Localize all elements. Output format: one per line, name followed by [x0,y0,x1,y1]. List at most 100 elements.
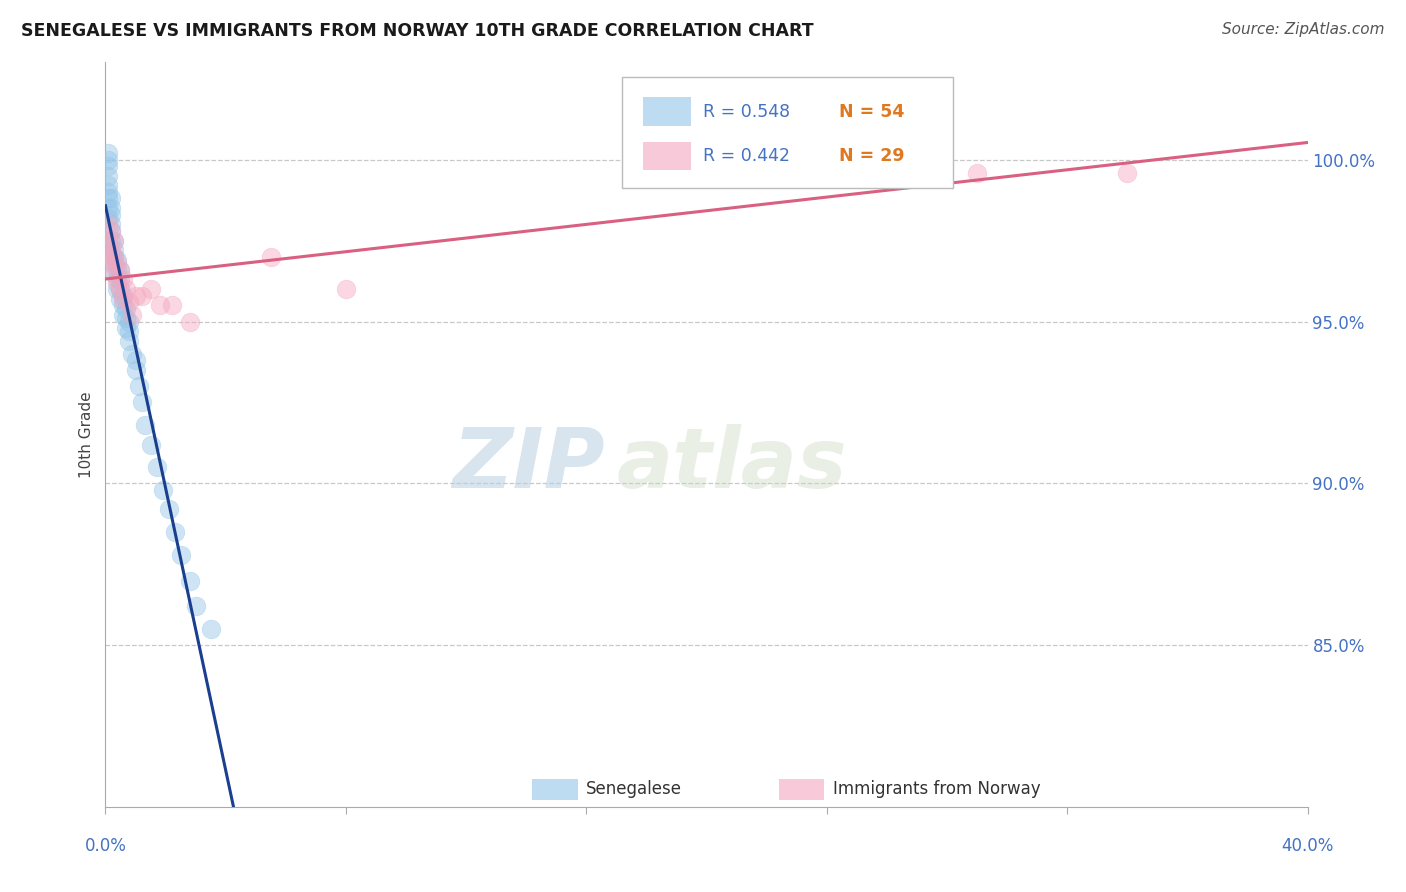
Point [115,282,138,296]
Point [131,288,153,302]
Text: R = 0.548: R = 0.548 [703,103,790,120]
Point [118,314,141,328]
Point [97,234,120,248]
Point [145,460,167,475]
Point [97,178,120,193]
Point [110,282,132,296]
Point [115,311,138,326]
Point [97,153,120,167]
Text: 0.0%: 0.0% [84,837,127,855]
Point [100,224,122,238]
Point [97,250,120,264]
Point [97,169,120,183]
Point [134,418,156,433]
Point [115,321,138,335]
Point [152,483,174,497]
Point [107,262,129,277]
Point [148,298,170,312]
Point [103,266,125,280]
Point [100,250,122,264]
Text: atlas: atlas [616,424,846,505]
Point [107,276,129,290]
Point [103,250,125,264]
Point [179,314,201,328]
Point [163,524,186,539]
Point [179,574,201,588]
Point [94,234,117,248]
Point [97,185,120,199]
Point [107,282,129,296]
Point [696,165,718,179]
Point [121,308,143,322]
Point [112,288,135,302]
Point [110,272,132,286]
Point [100,208,122,222]
Y-axis label: 10th Grade: 10th Grade [79,392,94,478]
Point [112,308,135,322]
Point [97,191,120,205]
Point [112,298,135,312]
Point [107,252,129,267]
Point [110,282,132,296]
Text: ZIP: ZIP [451,424,605,505]
Point [139,282,162,296]
Point [200,622,222,636]
Point [184,599,207,614]
Point [118,324,141,338]
Bar [533,779,578,800]
Point [110,292,132,306]
Point [97,211,120,225]
Point [107,256,129,270]
Point [124,363,146,377]
Point [110,262,132,277]
Text: Immigrants from Norway: Immigrants from Norway [832,780,1040,798]
Point [157,502,180,516]
Point [112,272,135,286]
Point [103,250,125,264]
Text: N = 29: N = 29 [839,147,904,165]
Point [103,266,125,280]
Point [103,234,125,248]
Point [100,201,122,215]
Point [124,353,146,368]
Point [100,191,122,205]
Point [100,218,122,232]
Bar [643,97,690,126]
Point [121,347,143,361]
Text: N = 54: N = 54 [839,103,904,120]
Point [100,256,122,270]
Bar [643,142,690,170]
Point [112,292,135,306]
Text: 40.0%: 40.0% [1281,837,1334,855]
Text: R = 0.442: R = 0.442 [703,147,790,165]
Point [169,548,191,562]
Point [124,288,146,302]
Point [160,298,183,312]
Point [118,295,141,310]
Point [966,165,988,179]
Point [100,224,122,238]
Point [107,272,129,286]
Point [115,301,138,316]
Point [335,282,357,296]
Point [139,437,162,451]
Point [118,334,141,348]
Point [103,234,125,248]
Point [97,218,120,232]
Text: Source: ZipAtlas.com: Source: ZipAtlas.com [1222,22,1385,37]
Point [100,244,122,258]
Point [110,262,132,277]
Point [97,159,120,173]
Point [1116,165,1139,179]
Point [131,395,153,409]
Point [97,201,120,215]
FancyBboxPatch shape [623,78,953,187]
Point [103,244,125,258]
Text: Senegalese: Senegalese [586,780,682,798]
Point [100,234,122,248]
Point [97,146,120,161]
Bar [779,779,824,800]
Point [103,256,125,270]
Text: SENEGALESE VS IMMIGRANTS FROM NORWAY 10TH GRADE CORRELATION CHART: SENEGALESE VS IMMIGRANTS FROM NORWAY 10T… [21,22,814,40]
Point [128,379,150,393]
